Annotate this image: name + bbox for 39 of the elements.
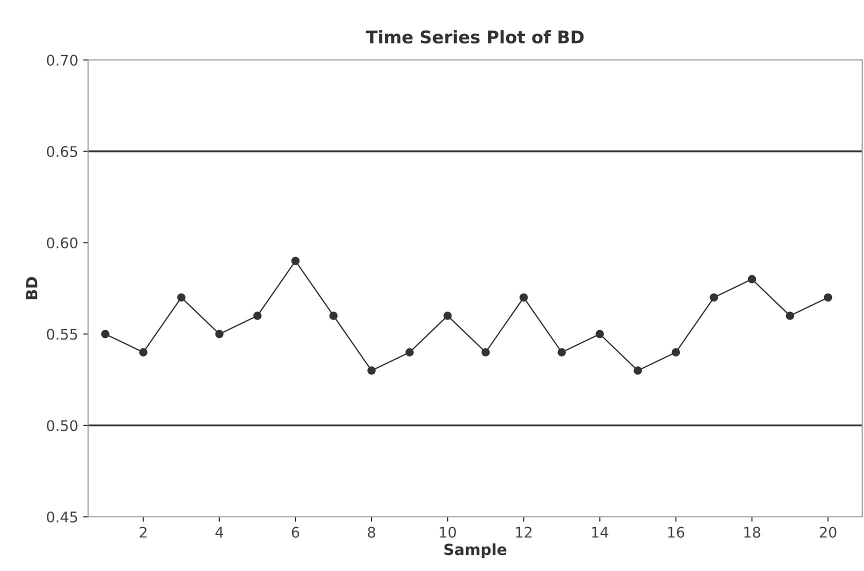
point: [596, 330, 604, 338]
point: [520, 293, 528, 302]
x-tick-label: 18: [744, 526, 760, 538]
x-tick-label: 2: [140, 526, 146, 538]
point: [443, 312, 452, 320]
x-tick-label: 14: [592, 526, 608, 538]
point: [291, 256, 300, 266]
x-tick-label: 12: [516, 526, 532, 538]
point: [824, 293, 832, 302]
x-tick-label: 20: [820, 526, 836, 538]
point: [786, 312, 794, 320]
x-tick-label: 6: [292, 526, 300, 538]
x-tick-label: 4: [215, 526, 224, 538]
y-tick-label: 0.65: [46, 146, 78, 158]
point: [215, 330, 224, 338]
point: [329, 312, 338, 320]
chart-title: Time Series Plot of BD: [366, 30, 584, 44]
point: [177, 293, 186, 302]
point: [710, 293, 718, 302]
x-axis-title: Sample: [444, 543, 506, 558]
y-tick-label: 0.70: [46, 54, 78, 66]
point: [748, 275, 756, 284]
point: [253, 312, 262, 320]
point: [481, 348, 490, 356]
y-tick-label: 0.45: [46, 511, 78, 523]
x-tick-label: 10: [440, 526, 456, 538]
point: [101, 330, 110, 338]
y-tick-label: 0.55: [46, 328, 78, 340]
point: [672, 348, 680, 356]
point: [367, 366, 376, 375]
point: [139, 348, 148, 356]
point: [558, 348, 566, 356]
x-tick-label: 8: [368, 526, 376, 538]
point: [405, 348, 414, 356]
y-axis-title: BD: [26, 276, 38, 300]
y-tick-label: 0.50: [46, 420, 78, 432]
point: [634, 366, 642, 375]
y-tick-label: 0.60: [46, 237, 78, 248]
x-tick-label: 16: [668, 526, 684, 538]
